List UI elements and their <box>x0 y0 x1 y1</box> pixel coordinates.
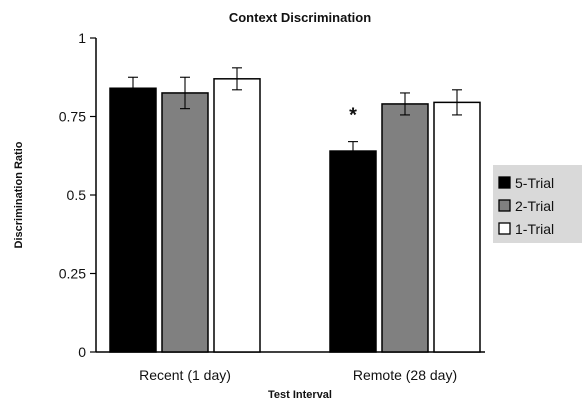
error-bar <box>128 76 138 100</box>
significance-marker: * <box>349 105 357 127</box>
bar-1-trial-0 <box>213 78 261 353</box>
y-tick-label: 0 <box>78 344 86 360</box>
y-axis-title: Discrimination Ratio <box>13 141 25 248</box>
plot-area: 0 0.25 0.5 0.75 1 Recent (1 day) Remote (28 da… <box>59 30 485 383</box>
bar-2-trial-0 <box>161 92 209 353</box>
error-bar <box>452 89 462 116</box>
x-category-label: Recent (1 day) <box>139 367 231 383</box>
y-tick-label: 0.5 <box>67 187 87 203</box>
error-bar <box>348 141 358 162</box>
error-bar <box>180 76 190 110</box>
x-axis-title: Test Interval <box>268 389 332 401</box>
legend-swatch <box>498 176 511 189</box>
legend-swatch <box>498 222 511 235</box>
y-tick-label: 0.25 <box>59 266 86 282</box>
legend-label: 1-Trial <box>515 221 554 237</box>
legend: 5-Trial 2-Trial 1-Trial <box>493 165 582 243</box>
y-tick-label: 0.75 <box>59 109 86 125</box>
legend-label: 5-Trial <box>515 175 554 191</box>
bar-5-trial-1 <box>329 150 377 353</box>
legend-item-1-trial: 1-Trial <box>498 221 554 237</box>
x-category-label: Remote (28 day) <box>353 367 457 383</box>
error-bar <box>400 92 410 116</box>
bar-2-trial-1 <box>381 103 429 353</box>
legend-label: 2-Trial <box>515 198 554 214</box>
bar-1-trial-1 <box>433 101 481 353</box>
chart-title: Context Discrimination <box>229 10 371 25</box>
bar-5-trial-0 <box>109 87 157 353</box>
legend-item-5-trial: 5-Trial <box>498 175 554 191</box>
y-tick-label: 1 <box>78 30 86 46</box>
legend-item-2-trial: 2-Trial <box>498 198 554 214</box>
error-bar <box>232 67 242 91</box>
legend-swatch <box>498 199 511 212</box>
